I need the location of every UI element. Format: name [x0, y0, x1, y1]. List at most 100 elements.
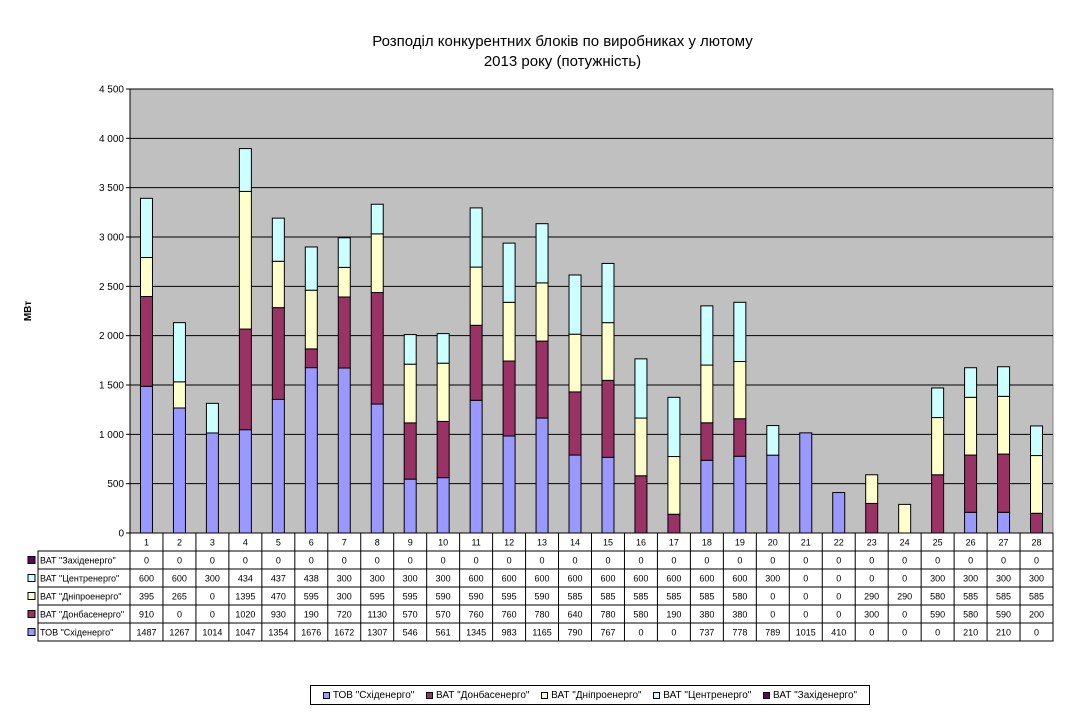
table-value: 600 — [469, 574, 484, 584]
table-value: 0 — [605, 556, 610, 566]
table-value: 0 — [671, 628, 676, 638]
table-value: 300 — [1029, 574, 1044, 584]
x-tick-label: 9 — [408, 538, 413, 548]
bar-segment — [997, 395, 1011, 455]
bar-segment — [205, 402, 219, 434]
table-value: 0 — [276, 556, 281, 566]
table-value: 0 — [902, 574, 907, 584]
table-value: 300 — [370, 574, 385, 584]
bar-segment — [436, 420, 450, 479]
table-value: 595 — [370, 592, 385, 602]
table-value: 0 — [210, 592, 215, 602]
data-table: 1 2 3 4 5 6 7 8 9 10 11 12 13 14 15 16 17 18 19 20 21 22 23 24 2… — [27, 532, 1054, 642]
table-value: 210 — [963, 628, 978, 638]
bar-segment — [139, 197, 153, 259]
table-value: 0 — [869, 628, 874, 638]
bar-segment — [832, 492, 846, 534]
table-value: 767 — [600, 628, 615, 638]
table-value: 585 — [600, 592, 615, 602]
x-tick-label: 1 — [144, 538, 149, 548]
table-value: 1015 — [796, 628, 816, 638]
legend-swatch — [426, 691, 433, 699]
table-value: 0 — [1001, 556, 1006, 566]
x-tick-label: 15 — [603, 538, 613, 548]
table-value: 600 — [699, 574, 714, 584]
x-tick-label: 24 — [900, 538, 910, 548]
bar-segment — [502, 435, 516, 534]
legend-item: ВАТ "Центренерго" — [653, 690, 751, 701]
bar-segment — [898, 503, 912, 534]
plot-area: 0 500 1 000 1 500 2 000 2 500 3 000 3 500 4 000 4… — [23, 85, 1054, 540]
x-tick-label: 16 — [636, 538, 646, 548]
table-value: 300 — [963, 574, 978, 584]
table-value: 290 — [897, 592, 912, 602]
table-value: 0 — [177, 610, 182, 620]
table-value: 1165 — [532, 628, 551, 638]
table-value: 585 — [1029, 592, 1044, 602]
bar-segment — [337, 296, 351, 369]
bar-segment — [766, 454, 780, 534]
table-value: 1267 — [169, 628, 189, 638]
legend-label: ТОВ "Східенерго" — [332, 689, 415, 701]
legend-item: ВАТ "Дніпроенерго" — [541, 690, 642, 701]
table-value: 760 — [469, 610, 484, 620]
table-value: 0 — [210, 610, 215, 620]
bar-segment — [667, 456, 681, 515]
table-value: 0 — [935, 628, 940, 638]
table-value: 0 — [737, 556, 742, 566]
x-tick-label: 4 — [243, 538, 248, 548]
x-tick-label: 13 — [537, 538, 547, 548]
table-value: 1345 — [466, 628, 486, 638]
table-value: 0 — [210, 556, 215, 566]
table-value: 434 — [238, 574, 253, 584]
table-value: 0 — [803, 574, 808, 584]
table-value: 600 — [139, 574, 154, 584]
table-value: 1672 — [334, 628, 354, 638]
bar-segment — [568, 454, 582, 534]
bar-segment — [634, 358, 648, 419]
legend-item: ТОВ "Східенерго" — [322, 689, 415, 701]
table-series-name: ВАТ "Дніпроенерго" — [40, 592, 121, 602]
x-tick-label: 11 — [471, 538, 480, 548]
table-value: 190 — [304, 610, 319, 620]
table-value: 580 — [633, 610, 648, 620]
table-value: 0 — [573, 556, 578, 566]
bar-segment — [733, 455, 747, 534]
bar-segment — [964, 367, 978, 398]
table-value: 190 — [666, 610, 681, 620]
x-tick-label: 20 — [768, 538, 778, 548]
bar-segment — [304, 348, 318, 369]
bar-segment — [964, 511, 978, 534]
table-legend-swatch — [27, 610, 36, 618]
bar-segment — [733, 418, 747, 457]
table-value: 580 — [930, 592, 945, 602]
bar-segment — [766, 425, 780, 456]
table-value: 0 — [1034, 628, 1039, 638]
table-value: 0 — [836, 574, 841, 584]
legend-label: ВАТ "Донбасенерго" — [436, 689, 530, 701]
table-value: 0 — [309, 556, 314, 566]
y-tick-label: 1 000 — [99, 430, 124, 441]
table-value: 438 — [304, 574, 319, 584]
table-value: 0 — [144, 556, 149, 566]
bar-segment — [271, 260, 285, 309]
x-tick-label: 10 — [438, 538, 448, 548]
x-tick-label: 3 — [210, 538, 215, 548]
table-value: 789 — [765, 628, 780, 638]
table-value: 410 — [831, 628, 846, 638]
bar-segment — [931, 474, 945, 534]
bar-segment — [733, 361, 747, 420]
table-value: 910 — [139, 610, 154, 620]
table-value: 983 — [502, 628, 517, 638]
table-value: 0 — [836, 610, 841, 620]
legend-item: ВАТ "Західенерго" — [763, 690, 857, 701]
bar-segment — [1030, 455, 1044, 514]
legend-item: ВАТ "Донбасенерго" — [426, 690, 529, 701]
table-value: 1014 — [202, 628, 222, 638]
table-value: 265 — [172, 592, 187, 602]
chart-title-line-2: 2013 року (потужність) — [483, 53, 642, 70]
table-value: 1395 — [235, 592, 255, 602]
bar-segment — [271, 398, 285, 534]
table-value: 1487 — [136, 628, 156, 638]
bar-segment — [568, 391, 582, 456]
